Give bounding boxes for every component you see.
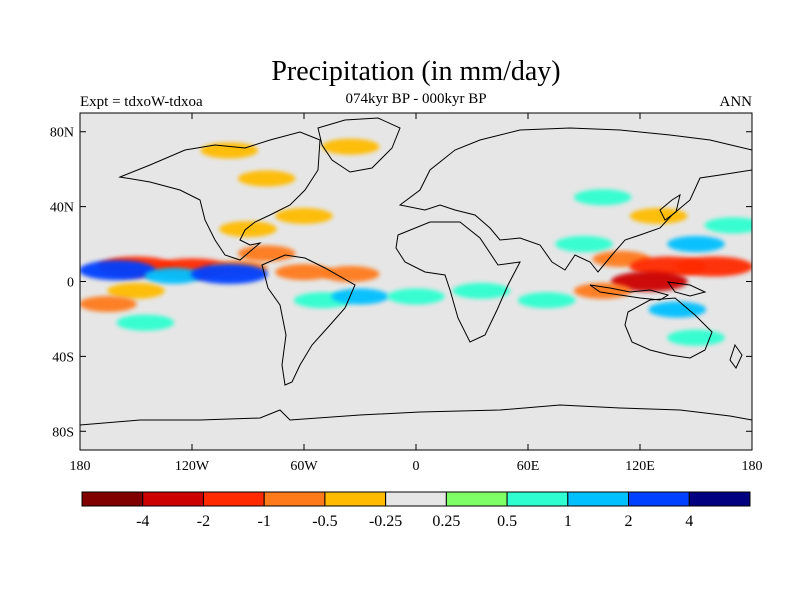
coast-antarctica <box>80 404 752 426</box>
anomaly-region-17 <box>331 288 389 305</box>
colorbar-swatch <box>385 491 447 507</box>
anomaly-region-10 <box>275 207 333 224</box>
colorbar-label: 2 <box>625 513 633 530</box>
colorbar-label: -4 <box>136 513 149 530</box>
colorbar-label: -1 <box>258 513 271 530</box>
colorbar-swatch <box>628 491 690 507</box>
anomaly-region-41 <box>331 376 389 393</box>
anomaly-region-8 <box>237 245 296 262</box>
anomaly-region-38 <box>667 329 725 346</box>
lat-tick-label: 40S <box>52 350 74 365</box>
latitude-axis: 80N 40N 0 40S 80S <box>50 126 752 440</box>
anomaly-region-37 <box>648 301 707 318</box>
anomaly-region-14 <box>321 138 380 155</box>
anomaly-region-12 <box>237 170 296 187</box>
colorbar-label: 4 <box>685 513 693 530</box>
colorbar-swatch <box>506 491 569 507</box>
lon-tick-label: 60E <box>517 459 540 474</box>
map-title: Precipitation (in mm/day) <box>271 56 560 87</box>
colorbar-label: 0.25 <box>432 513 460 530</box>
anomaly-region-43 <box>499 408 557 425</box>
colorbar-label: 0.5 <box>497 513 517 530</box>
colorbar-swatch <box>567 491 630 507</box>
anomaly-region-35 <box>629 207 688 224</box>
anomaly-region-27 <box>555 236 613 253</box>
anomaly-region-26 <box>517 245 576 262</box>
colorbar-label: -2 <box>197 513 210 530</box>
anomaly-region-11 <box>312 191 371 208</box>
lat-tick-label: 0 <box>67 276 74 291</box>
anomaly-region-9 <box>219 221 277 238</box>
coast-new-zealand <box>729 343 743 369</box>
anomaly-region-13 <box>200 142 259 159</box>
lon-tick-label: 180 <box>742 459 763 474</box>
anomaly-region-40 <box>424 357 483 374</box>
coastlines <box>80 117 752 426</box>
precip-anomaly-field <box>80 127 752 425</box>
anomaly-region-18 <box>387 288 445 305</box>
coast-new-guinea <box>666 281 707 297</box>
anomaly-region-39 <box>536 348 595 365</box>
lon-tick-label: 120E <box>625 459 655 474</box>
colorbar-label: -0.5 <box>312 513 337 530</box>
anomaly-region-5 <box>80 260 156 281</box>
anomaly-region-36 <box>573 189 632 206</box>
coast-indonesia <box>589 284 670 301</box>
anomaly-region-30 <box>676 256 752 277</box>
longitude-axis: 180 120W 60W 0 60E 120E 180 <box>70 113 763 474</box>
colorbar-swatch <box>142 491 204 507</box>
anomaly-region-22 <box>80 295 137 312</box>
coast-north-america <box>118 131 321 261</box>
anomaly-region-19 <box>452 282 511 299</box>
coast-south-america <box>261 254 356 386</box>
coast-greenland <box>317 117 401 173</box>
coast-australia <box>624 297 713 359</box>
anomaly-region-20 <box>517 292 576 309</box>
coast-africa <box>395 221 521 343</box>
lat-tick-label: 80N <box>50 126 74 141</box>
colorbar-swatch <box>688 491 751 507</box>
anomaly-region-23 <box>116 314 175 331</box>
lon-tick-label: 120W <box>175 459 210 474</box>
colorbar-label: 1 <box>564 513 572 530</box>
colorbar-label: -0.25 <box>369 513 402 530</box>
lon-tick-label: 60W <box>290 459 318 474</box>
lat-tick-label: 80S <box>52 425 74 440</box>
colorbar-swatch <box>202 491 265 507</box>
anomaly-region-24 <box>163 329 221 346</box>
anomaly-region-3 <box>275 264 333 281</box>
lon-tick-label: 0 <box>413 459 420 474</box>
experiment-label: Expt = tdxoW-tdxoa <box>80 94 203 110</box>
anomaly-region-25 <box>293 339 352 356</box>
colorbar-swatch <box>81 491 144 507</box>
anomaly-region-4 <box>321 266 380 283</box>
anomaly-region-34 <box>704 217 752 234</box>
anomaly-region-6 <box>144 267 203 284</box>
colorbar: -4 -2 -1 -0.5 -0.25 0.25 0.5 1 2 4 <box>81 491 751 530</box>
anomaly-region-7 <box>190 264 268 285</box>
time-range-label: 074kyr BP - 000kyr BP <box>345 91 486 107</box>
colorbar-swatch <box>263 491 326 507</box>
anomaly-region-42 <box>107 404 165 421</box>
anomaly-region-15 <box>424 127 483 144</box>
lat-tick-label: 40N <box>50 201 74 216</box>
lon-tick-label: 180 <box>70 459 91 474</box>
season-label: ANN <box>720 94 753 110</box>
coast-eurasia <box>398 127 752 273</box>
coast-japan <box>659 193 681 221</box>
anomaly-region-31 <box>610 271 688 292</box>
anomaly-region-21 <box>107 282 165 299</box>
colorbar-swatch <box>445 491 508 507</box>
anomaly-region-33 <box>667 236 725 253</box>
colorbar-swatch <box>324 491 387 507</box>
map-panel: 80N 40N 0 40S 80S 180 120W 60W 0 60E 120E 180 <box>50 112 763 474</box>
